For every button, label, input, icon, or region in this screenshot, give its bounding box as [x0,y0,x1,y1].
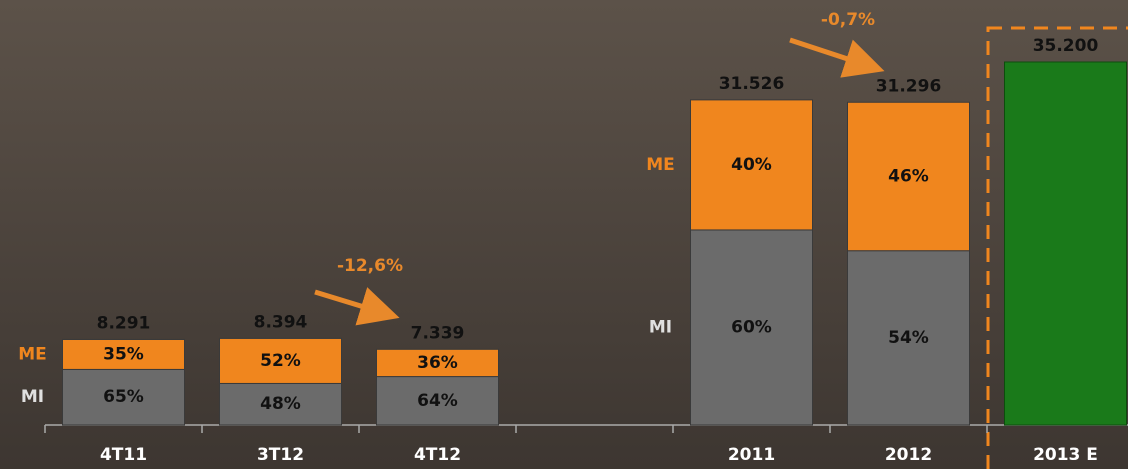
total-label: 8.394 [254,312,308,332]
value-label: 46% [888,166,929,186]
value-label: 64% [417,391,458,411]
series-label: MI [21,387,44,407]
value-label: 40% [731,155,772,175]
value-label: 65% [103,387,144,407]
series-label: ME [646,155,675,175]
annotation: -0,7% [821,10,875,30]
total-label: 7.339 [411,323,465,343]
x-tick-label: 2011 [728,445,775,465]
value-label: 35% [103,344,144,364]
x-tick-label: 4T11 [100,445,147,465]
value-label: 52% [260,351,301,371]
x-tick-label: 2013 E [1033,445,1098,465]
x-tick-label: 2012 [885,445,932,465]
bar [1005,62,1127,425]
x-tick-label: 4T12 [414,445,461,465]
value-label: 48% [260,394,301,414]
value-label: 54% [888,328,929,348]
total-label: 31.296 [876,76,942,96]
total-label: 31.526 [719,74,785,94]
annotation: -12,6% [337,256,403,276]
value-label: 36% [417,353,458,373]
series-label: MI [649,317,672,337]
series-label: ME [18,344,47,364]
x-tick-label: 3T12 [257,445,304,465]
value-label: 60% [731,317,772,337]
chart: -12,6% -0,7% 4T11 65% MI 35% ME 8.291 3T12 48% 5… [0,0,1128,469]
total-label: 35.200 [1033,36,1099,56]
total-label: 8.291 [97,313,151,333]
